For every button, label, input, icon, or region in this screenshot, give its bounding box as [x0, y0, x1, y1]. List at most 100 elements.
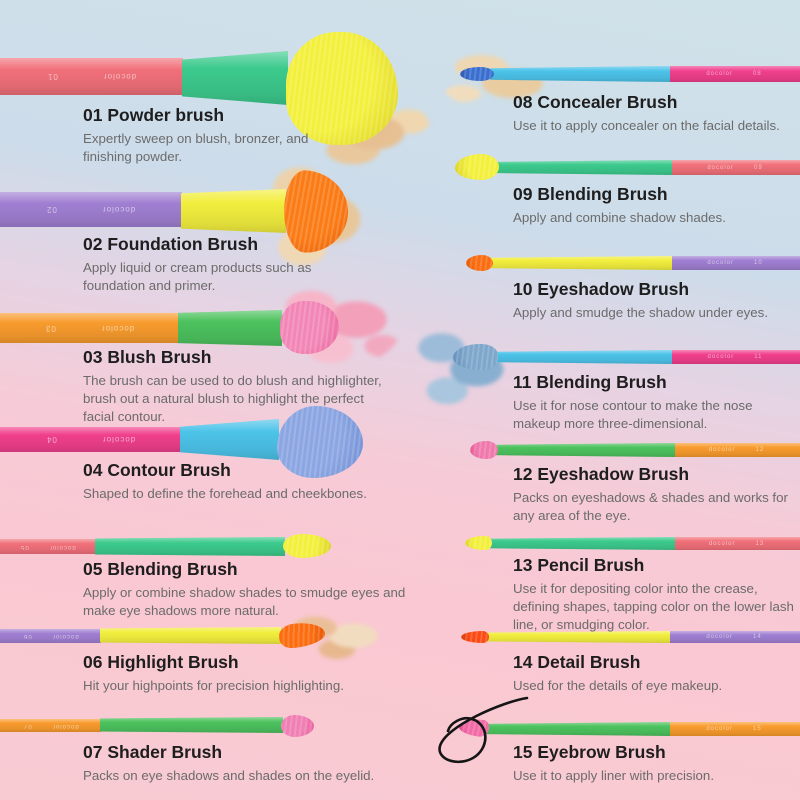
brush-name: Blending Brush [536, 372, 667, 392]
brand-label: docolor [101, 435, 136, 444]
brush-number: 07 [83, 742, 103, 762]
handle-number-label: 03 [44, 323, 56, 333]
brand-label: docolor [707, 164, 734, 171]
brush-bristles [453, 344, 498, 370]
brand-label: docolor [51, 633, 79, 639]
brush-bristles [281, 715, 314, 737]
brush-ferrule [490, 66, 670, 82]
brush-name: Detail Brush [537, 652, 641, 672]
liner-stroke-icon [438, 696, 529, 764]
brush-name: Concealer Brush [537, 92, 678, 112]
brush-title: 12 Eyeshadow Brush [513, 464, 800, 486]
brush-bristles [283, 534, 331, 558]
brush-text-block: 02 Foundation Brush Apply liquid or crea… [83, 234, 348, 295]
brush-description: Apply liquid or cream products such as f… [83, 259, 312, 293]
brush-name: Highlight Brush [107, 652, 239, 672]
brush-handle: docolor 03 [0, 313, 179, 343]
brush-handle: docolor 07 [0, 719, 101, 732]
brush-text-block: 05 Blending Brush Apply or combine shado… [83, 559, 428, 620]
brand-label: docolor [102, 72, 137, 81]
powder-swatch [272, 280, 402, 368]
brush-handle: docolor 10 [670, 256, 800, 270]
brush-ferrule [182, 51, 288, 105]
brush-name: Blending Brush [537, 184, 668, 204]
brush-title: 08 Concealer Brush [513, 92, 780, 114]
brush-handle: docolor 12 [673, 443, 800, 457]
brush-title: 11 Blending Brush [513, 372, 800, 394]
brush-ferrule [488, 256, 672, 270]
brush-bristles [458, 717, 490, 738]
brush-handle: docolor 13 [673, 537, 800, 550]
handle-number-label: 04 [45, 435, 57, 444]
brush-ferrule [486, 722, 670, 736]
brush-name: Eyebrow Brush [537, 742, 666, 762]
brush-bristles [460, 67, 494, 81]
brush-title: 01 Powder brush [83, 105, 323, 127]
brush-name: Contour Brush [107, 460, 231, 480]
brush-number: 03 [83, 347, 103, 367]
brand-label: docolor [707, 354, 735, 360]
brush-number: 01 [83, 105, 103, 125]
handle-number-label: 10 [754, 260, 763, 266]
handle-number-label: 11 [754, 354, 763, 360]
handle-number-label: 02 [46, 205, 58, 214]
brush-text-block: 15 Eyebrow Brush Use it to apply liner w… [513, 742, 714, 785]
powder-swatch [438, 44, 562, 110]
brush-description: Apply and combine shadow shades. [513, 209, 726, 225]
brush-bristles [286, 32, 398, 145]
brush-text-block: 07 Shader Brush Packs on eye shadows and… [83, 742, 374, 785]
brush-title: 13 Pencil Brush [513, 555, 800, 577]
brush-bristles [281, 169, 351, 255]
brush-text-block: 01 Powder brush Expertly sweep on blush,… [83, 105, 323, 166]
brush-ferrule [180, 419, 279, 460]
brush-number: 10 [513, 279, 533, 299]
handle-number-label: 15 [753, 726, 762, 732]
handle-number-label: 13 [755, 540, 765, 547]
brand-label: docolor [707, 260, 734, 266]
brush-handle: docolor 08 [668, 66, 800, 82]
brush-description: Use it to apply concealer on the facial … [513, 117, 780, 133]
brush-description: The brush can be used to do blush and hi… [83, 372, 382, 424]
brand-label: docolor [49, 543, 76, 550]
brush-number: 14 [513, 652, 533, 672]
brush-bristles [466, 255, 493, 271]
brush-name: Eyeshadow Brush [537, 279, 690, 299]
handle-number-label: 12 [755, 447, 765, 453]
brush-ferrule [494, 160, 672, 175]
brush-number: 11 [513, 372, 532, 392]
brush-number: 02 [83, 234, 103, 254]
brush-ferrule [494, 350, 672, 364]
brush-text-block: 10 Eyeshadow Brush Apply and smudge the … [513, 279, 768, 322]
brush-name: Foundation Brush [107, 234, 259, 254]
brand-label: docolor [706, 71, 733, 77]
brand-label: docolor [708, 540, 736, 547]
powder-swatch [282, 606, 392, 660]
brush-ferrule [494, 443, 675, 457]
brush-ferrule [100, 627, 281, 644]
brush-name: Eyeshadow Brush [537, 464, 690, 484]
brush-text-block: 08 Concealer Brush Use it to apply conce… [513, 92, 780, 135]
brush-text-block: 03 Blush Brush The brush can be used to … [83, 347, 393, 425]
brush-handle: docolor 05 [0, 539, 96, 554]
brush-title: 05 Blending Brush [83, 559, 428, 581]
brush-handle: docolor 01 [0, 58, 183, 95]
brand-label: docolor [708, 447, 736, 453]
handle-number-label: 14 [753, 634, 762, 640]
handle-number-label: 05 [20, 543, 29, 550]
brush-title: 06 Highlight Brush [83, 652, 344, 674]
brush-text-block: 12 Eyeshadow Brush Packs on eyeshadows &… [513, 464, 800, 525]
brush-bristles [461, 631, 489, 643]
brush-handle: docolor 14 [668, 631, 800, 643]
